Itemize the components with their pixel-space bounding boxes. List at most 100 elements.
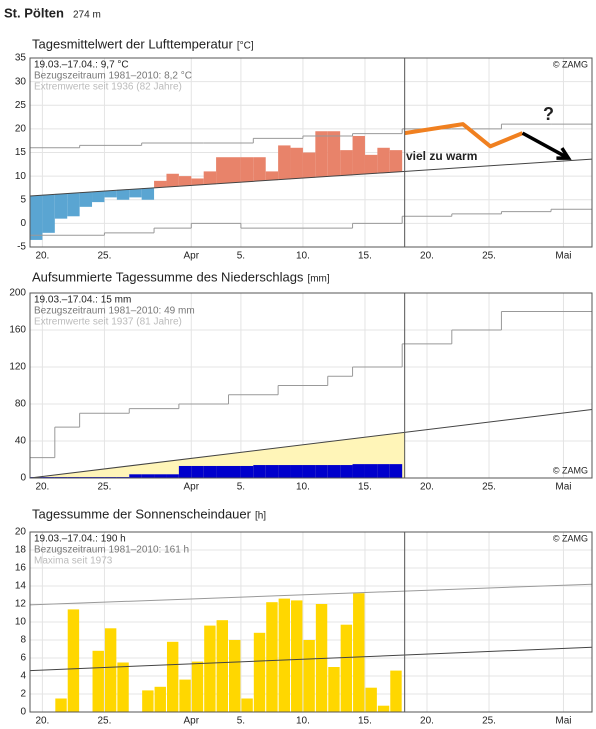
bar	[203, 465, 217, 478]
annotation: viel zu warm	[406, 149, 477, 163]
plot-frame	[29, 292, 593, 479]
info-text: Bezugszeitraum 1981–2010: 161 h	[34, 545, 189, 556]
bar	[353, 593, 365, 712]
bar	[67, 609, 80, 712]
y-tick-label: 16	[15, 563, 27, 574]
y-tick-label: 2	[20, 689, 26, 700]
bar	[191, 178, 204, 185]
bar	[390, 670, 402, 712]
x-tick-label: 25.	[97, 251, 111, 262]
x-tick-label: 20.	[35, 716, 49, 727]
bar	[216, 157, 229, 184]
bar	[129, 189, 142, 198]
reference-line	[30, 409, 592, 478]
bar	[142, 690, 154, 712]
bar	[340, 624, 353, 712]
bar	[55, 698, 67, 712]
bar	[154, 686, 166, 712]
bar	[117, 662, 129, 712]
y-tick-label: 18	[15, 545, 27, 556]
y-tick-label: 0	[20, 707, 26, 718]
unit: [°C]	[237, 41, 254, 52]
bar	[377, 464, 390, 478]
plot-area	[30, 311, 592, 478]
bar	[352, 135, 365, 175]
elevation: 274 m	[73, 10, 101, 21]
unit: [mm]	[307, 274, 329, 285]
bar	[141, 188, 155, 200]
bar	[303, 640, 315, 712]
bar	[191, 465, 204, 478]
bar	[253, 632, 266, 712]
bar	[265, 171, 279, 181]
y-tick-label: 80	[15, 399, 27, 410]
bar	[278, 145, 291, 180]
x-tick-label: 20.	[420, 716, 434, 727]
y-tick-label: 0	[20, 218, 26, 229]
y-tick-label: 120	[9, 362, 26, 373]
reference-line	[30, 583, 592, 606]
bar	[340, 150, 353, 176]
reference-line	[30, 158, 592, 197]
y-tick-label: 20	[15, 527, 27, 538]
forecast-sketch	[404, 122, 524, 149]
info-text: Bezugszeitraum 1981–2010: 49 mm	[34, 306, 195, 317]
bar	[178, 465, 192, 478]
chart-title: Aufsummierte Tagessumme des Niederschlag…	[32, 269, 304, 284]
bar	[216, 465, 229, 478]
bar	[328, 667, 340, 712]
bar	[278, 465, 291, 478]
bar	[302, 152, 316, 178]
bar	[340, 465, 353, 478]
bar	[290, 147, 303, 179]
info-text: 19.03.–17.04.: 15 mm	[34, 295, 131, 306]
bar	[364, 464, 378, 478]
bar	[377, 705, 390, 712]
x-tick-label: 25.	[482, 251, 496, 262]
x-tick-label: Apr	[183, 482, 199, 493]
bar	[92, 191, 105, 203]
info-text: 19.03.–17.04.: 190 h	[34, 534, 126, 545]
bar	[365, 687, 377, 712]
bar	[364, 154, 378, 174]
chart: Tagesmittelwert der Lufttemperatur [°C] -5…	[15, 36, 593, 262]
y-tick-label: 14	[15, 581, 27, 592]
y-tick-label: 35	[15, 53, 27, 64]
bar	[315, 465, 328, 478]
x-tick-label: 20.	[420, 482, 434, 493]
bar	[30, 195, 43, 240]
bar	[327, 131, 341, 177]
bar	[203, 171, 217, 185]
x-tick-label: 5.	[237, 251, 245, 262]
x-tick-label: 10.	[296, 482, 310, 493]
bar	[389, 150, 403, 172]
y-tick-label: -5	[17, 242, 26, 253]
bar	[216, 620, 228, 712]
bar	[141, 474, 155, 478]
bar	[178, 176, 192, 186]
info-text: 19.03.–17.04.: 9,7 °C	[34, 60, 129, 71]
credit: © ZAMG	[553, 465, 588, 475]
x-tick-label: 20.	[35, 251, 49, 262]
x-tick-label: Mai	[555, 251, 571, 262]
bar	[154, 474, 167, 478]
plot-frame	[29, 531, 593, 713]
x-tick-label: 25.	[97, 716, 111, 727]
x-tick-label: 15.	[358, 251, 372, 262]
x-tick-label: 25.	[97, 482, 111, 493]
bar	[54, 193, 68, 219]
x-tick-label: Mai	[555, 482, 571, 493]
chart: Tagessumme der Sonnenscheindauer [h] 0 2 4 6 8…	[15, 506, 593, 727]
plot-area	[30, 583, 592, 712]
bar	[302, 465, 316, 478]
bar	[241, 698, 253, 712]
bar	[228, 465, 241, 478]
bar	[228, 640, 241, 712]
y-tick-label: 25	[15, 100, 27, 111]
x-tick-label: 25.	[482, 716, 496, 727]
x-tick-label: Apr	[183, 251, 199, 262]
bar	[116, 189, 130, 200]
x-tick-label: 5.	[237, 716, 245, 727]
x-tick-label: 5.	[237, 482, 245, 493]
bar	[166, 474, 179, 478]
